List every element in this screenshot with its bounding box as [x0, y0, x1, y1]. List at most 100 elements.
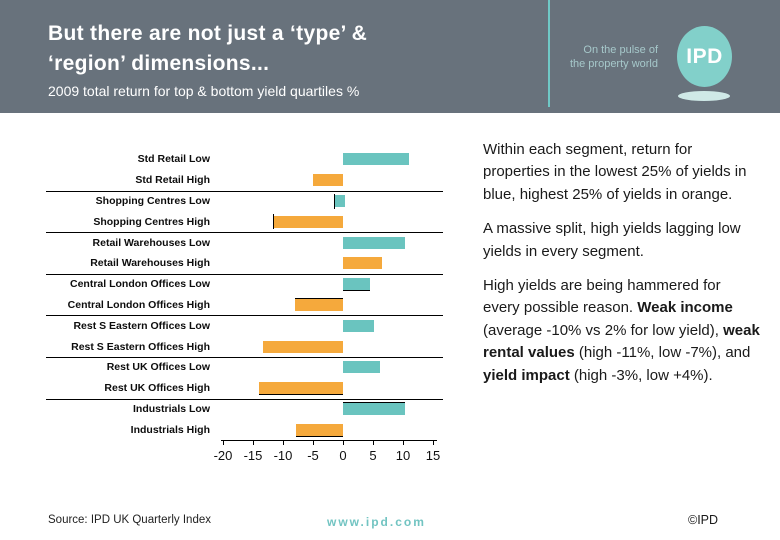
chart-row: Rest UK Offices Low	[40, 357, 450, 378]
category-label: Rest S Eastern Offices High	[71, 340, 210, 353]
chart-row: Std Retail High	[40, 170, 450, 191]
bar-rest-s-eastern-offices-high	[263, 340, 343, 353]
bar-rest-s-eastern-offices-low	[343, 319, 375, 332]
bar-accent-line	[296, 435, 343, 437]
x-axis-tick	[342, 440, 344, 446]
chart-rows: Std Retail Low Std Retail High Shopping Ce…	[40, 149, 450, 440]
commentary-paragraph-3: High yields are being hammered for every…	[483, 275, 761, 387]
ipd-logo-text: IPD	[686, 44, 723, 68]
commentary-bold-run: yield impact	[483, 366, 570, 384]
bar-rest-uk-offices-high	[259, 382, 343, 395]
logo-tagline-line2: the property world	[569, 58, 658, 70]
ipd-logo-shadow	[678, 91, 730, 101]
commentary-paragraph-2: A massive split, high yields lagging low…	[483, 220, 741, 260]
plot-area	[216, 170, 450, 191]
category-label: Retail Warehouses High	[90, 257, 210, 270]
x-axis-tick	[432, 440, 434, 446]
segment-separator-line	[46, 190, 443, 192]
source-note: Source: IPD UK Quarterly Index	[48, 514, 211, 526]
bar-retail-warehouses-high	[343, 257, 382, 270]
x-axis-tick-label: -5	[307, 448, 319, 464]
category-label: Central London Offices Low	[69, 278, 210, 291]
segment-separator-line	[46, 357, 443, 358]
x-axis-tick-label: 0	[339, 448, 347, 464]
commentary-text-run: (high -11%, low -7%), and	[574, 344, 751, 362]
chart-row: Retail Warehouses High	[40, 253, 450, 274]
slide-title-line2: ‘region’ dimensions...	[48, 52, 270, 75]
bar-shopping-centres-high	[274, 215, 343, 228]
header-divider	[548, 0, 550, 107]
bar-central-london-offices-low	[343, 278, 370, 291]
chart-row: Central London Offices High	[40, 295, 450, 316]
plot-area	[216, 399, 450, 420]
plot-area	[216, 211, 450, 232]
commentary-bold-run: Weak income	[637, 299, 733, 317]
website-link[interactable]: www.ipd.com	[327, 515, 426, 529]
plot-area	[216, 274, 450, 295]
bar-accent-line	[272, 214, 274, 230]
commentary: Within each segment, return for properti…	[483, 139, 761, 399]
x-axis-tick-label: 10	[395, 448, 411, 464]
x-axis-tick-label: 15	[425, 448, 441, 464]
bar-industrials-high	[296, 423, 343, 436]
plot-area	[216, 419, 450, 440]
slide-title-line1: But there are not just a ‘type’ &	[48, 22, 368, 45]
bar-accent-line	[259, 394, 343, 396]
bar-std-retail-high	[313, 174, 343, 187]
ipd-logo: IPD	[677, 26, 732, 87]
category-label: Shopping Centres Low	[95, 194, 210, 207]
category-label: Rest UK Offices High	[104, 382, 210, 395]
logo-tagline-line1: On the pulse of	[583, 44, 658, 56]
commentary-text-run: High yields are being hammered for every…	[483, 277, 721, 317]
bar-retail-warehouses-low	[343, 236, 405, 249]
segment-separator-line	[46, 232, 443, 234]
chart-row: Industrials High	[40, 419, 450, 440]
bar-industrials-low	[343, 402, 406, 415]
category-label: Rest S Eastern Offices Low	[73, 319, 210, 332]
plot-area	[216, 295, 450, 316]
slide-title: But there are not just a ‘type’ & ‘regio…	[48, 19, 367, 79]
chart-row: Retail Warehouses Low	[40, 232, 450, 253]
segment-separator-line	[46, 398, 443, 400]
chart-row: Central London Offices Low	[40, 274, 450, 295]
commentary-paragraph-1: Within each segment, return for properti…	[483, 141, 747, 203]
segment-separator-line	[46, 273, 443, 275]
x-axis-tick-label: -15	[243, 448, 263, 464]
x-axis-tick-label: -10	[273, 448, 293, 464]
bar-accent-line	[295, 297, 343, 299]
segment-separator-line	[46, 315, 443, 317]
bar-accent-line	[343, 290, 370, 292]
bar-rest-uk-offices-low	[343, 361, 381, 374]
x-axis-tick	[372, 440, 374, 446]
copyright: ©IPD	[688, 513, 719, 527]
bar-std-retail-low	[343, 153, 409, 166]
plot-area	[216, 315, 450, 336]
category-label: Std Retail High	[135, 174, 210, 187]
plot-area	[216, 357, 450, 378]
x-axis-tick	[402, 440, 404, 446]
bar-accent-line	[333, 193, 336, 209]
category-label: Industrials Low	[132, 402, 210, 415]
chart-row: Rest S Eastern Offices Low	[40, 315, 450, 336]
chart-row: Rest UK Offices High	[40, 378, 450, 399]
category-label: Rest UK Offices Low	[106, 361, 210, 374]
category-label: Central London Offices High	[67, 298, 210, 311]
category-label: Shopping Centres High	[93, 215, 210, 228]
chart-row: Shopping Centres Low	[40, 191, 450, 212]
x-axis-tick-label: -20	[213, 448, 233, 464]
bar-shopping-centres-low	[335, 194, 345, 207]
x-axis-tick	[222, 440, 224, 446]
quartile-bar-chart: Std Retail Low Std Retail High Shopping Ce…	[40, 149, 450, 476]
plot-area	[216, 336, 450, 357]
commentary-text-run: (high -3%, low +4%).	[569, 366, 713, 384]
commentary-bold-run: weak rental values	[483, 321, 760, 362]
plot-area	[216, 253, 450, 274]
x-axis-tick	[282, 440, 284, 446]
category-label: Std Retail Low	[137, 153, 210, 166]
x-axis-tick	[312, 440, 314, 446]
plot-area	[216, 378, 450, 399]
category-label: Retail Warehouses Low	[92, 236, 210, 249]
plot-area	[216, 232, 450, 253]
bar-central-london-offices-high	[295, 298, 343, 311]
